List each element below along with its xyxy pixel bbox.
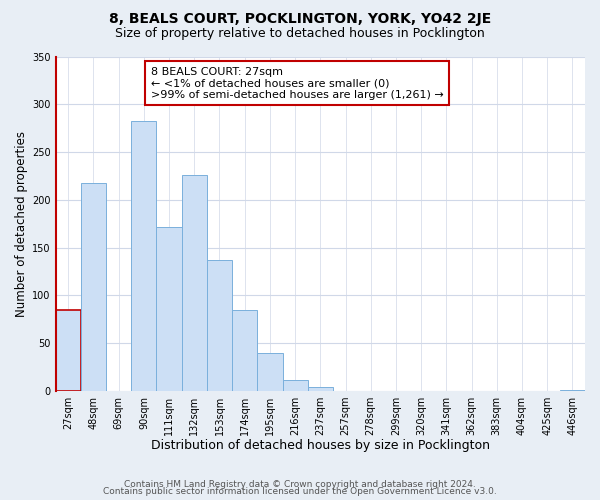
- Bar: [157, 226, 182, 391]
- Bar: [560, 390, 585, 391]
- Bar: [131, 122, 157, 391]
- Bar: [257, 352, 283, 391]
- Bar: [56, 310, 81, 391]
- Bar: [207, 260, 232, 391]
- Bar: [283, 380, 308, 391]
- Text: 8, BEALS COURT, POCKLINGTON, YORK, YO42 2JE: 8, BEALS COURT, POCKLINGTON, YORK, YO42 …: [109, 12, 491, 26]
- Bar: [182, 175, 207, 391]
- Y-axis label: Number of detached properties: Number of detached properties: [15, 130, 28, 316]
- Bar: [232, 310, 257, 391]
- Bar: [81, 182, 106, 391]
- Text: Contains HM Land Registry data © Crown copyright and database right 2024.: Contains HM Land Registry data © Crown c…: [124, 480, 476, 489]
- Text: Contains public sector information licensed under the Open Government Licence v3: Contains public sector information licen…: [103, 487, 497, 496]
- Bar: [308, 387, 333, 391]
- Text: Size of property relative to detached houses in Pocklington: Size of property relative to detached ho…: [115, 28, 485, 40]
- X-axis label: Distribution of detached houses by size in Pocklington: Distribution of detached houses by size …: [151, 440, 490, 452]
- Text: 8 BEALS COURT: 27sqm
← <1% of detached houses are smaller (0)
>99% of semi-detac: 8 BEALS COURT: 27sqm ← <1% of detached h…: [151, 66, 443, 100]
